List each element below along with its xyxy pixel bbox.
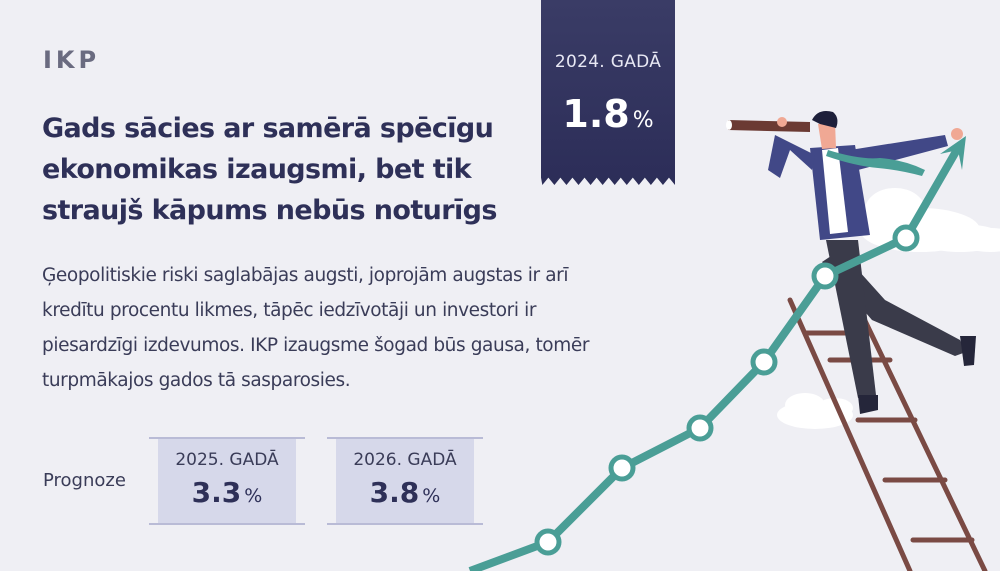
body-text: Ģeopolitiskie riski saglabājas augsti, j… (42, 265, 590, 391)
section-label: IKP (43, 46, 101, 74)
card-fill: 2026. GADĀ 3.8% (336, 439, 474, 523)
forecast-value: 3.3% (158, 476, 296, 509)
forecast-year-label: 2026. GADĀ (353, 450, 457, 470)
small-cloud-icon (777, 393, 853, 429)
forecast-year-label: 2025. GADĀ (175, 450, 279, 470)
card-top-rule (149, 437, 305, 439)
card-bottom-rule (327, 523, 483, 525)
businessman-figure (726, 111, 976, 414)
forecast-value-number: 3.3 (191, 476, 242, 509)
forecast-value-unit: % (422, 485, 441, 507)
card-fill: 2025. GADĀ 3.3% (158, 439, 296, 523)
current-value-number: 1.8 (562, 92, 630, 136)
forecast-value-number: 3.8 (369, 476, 420, 509)
current-value: 1.8% (541, 92, 675, 136)
card-bottom-rule (149, 523, 305, 525)
cloud-icon (860, 188, 1000, 252)
current-year-ribbon: 2024. GADĀ 1.8% (541, 0, 675, 185)
forecast-card-2025: 2025. GADĀ 3.3% (149, 437, 305, 525)
forecast-label: Prognoze (43, 470, 126, 491)
card-top-rule (327, 437, 483, 439)
forecast-card-2026: 2026. GADĀ 3.8% (327, 437, 483, 525)
forecast-value: 3.8% (336, 476, 474, 509)
headline: Gads sācies ar samērā spēcīgu ekonomikas… (42, 113, 497, 226)
current-year-label: 2024. GADĀ (554, 52, 662, 72)
current-value-unit: % (632, 108, 654, 133)
forecast-value-unit: % (244, 485, 263, 507)
ladder-icon (787, 297, 988, 571)
